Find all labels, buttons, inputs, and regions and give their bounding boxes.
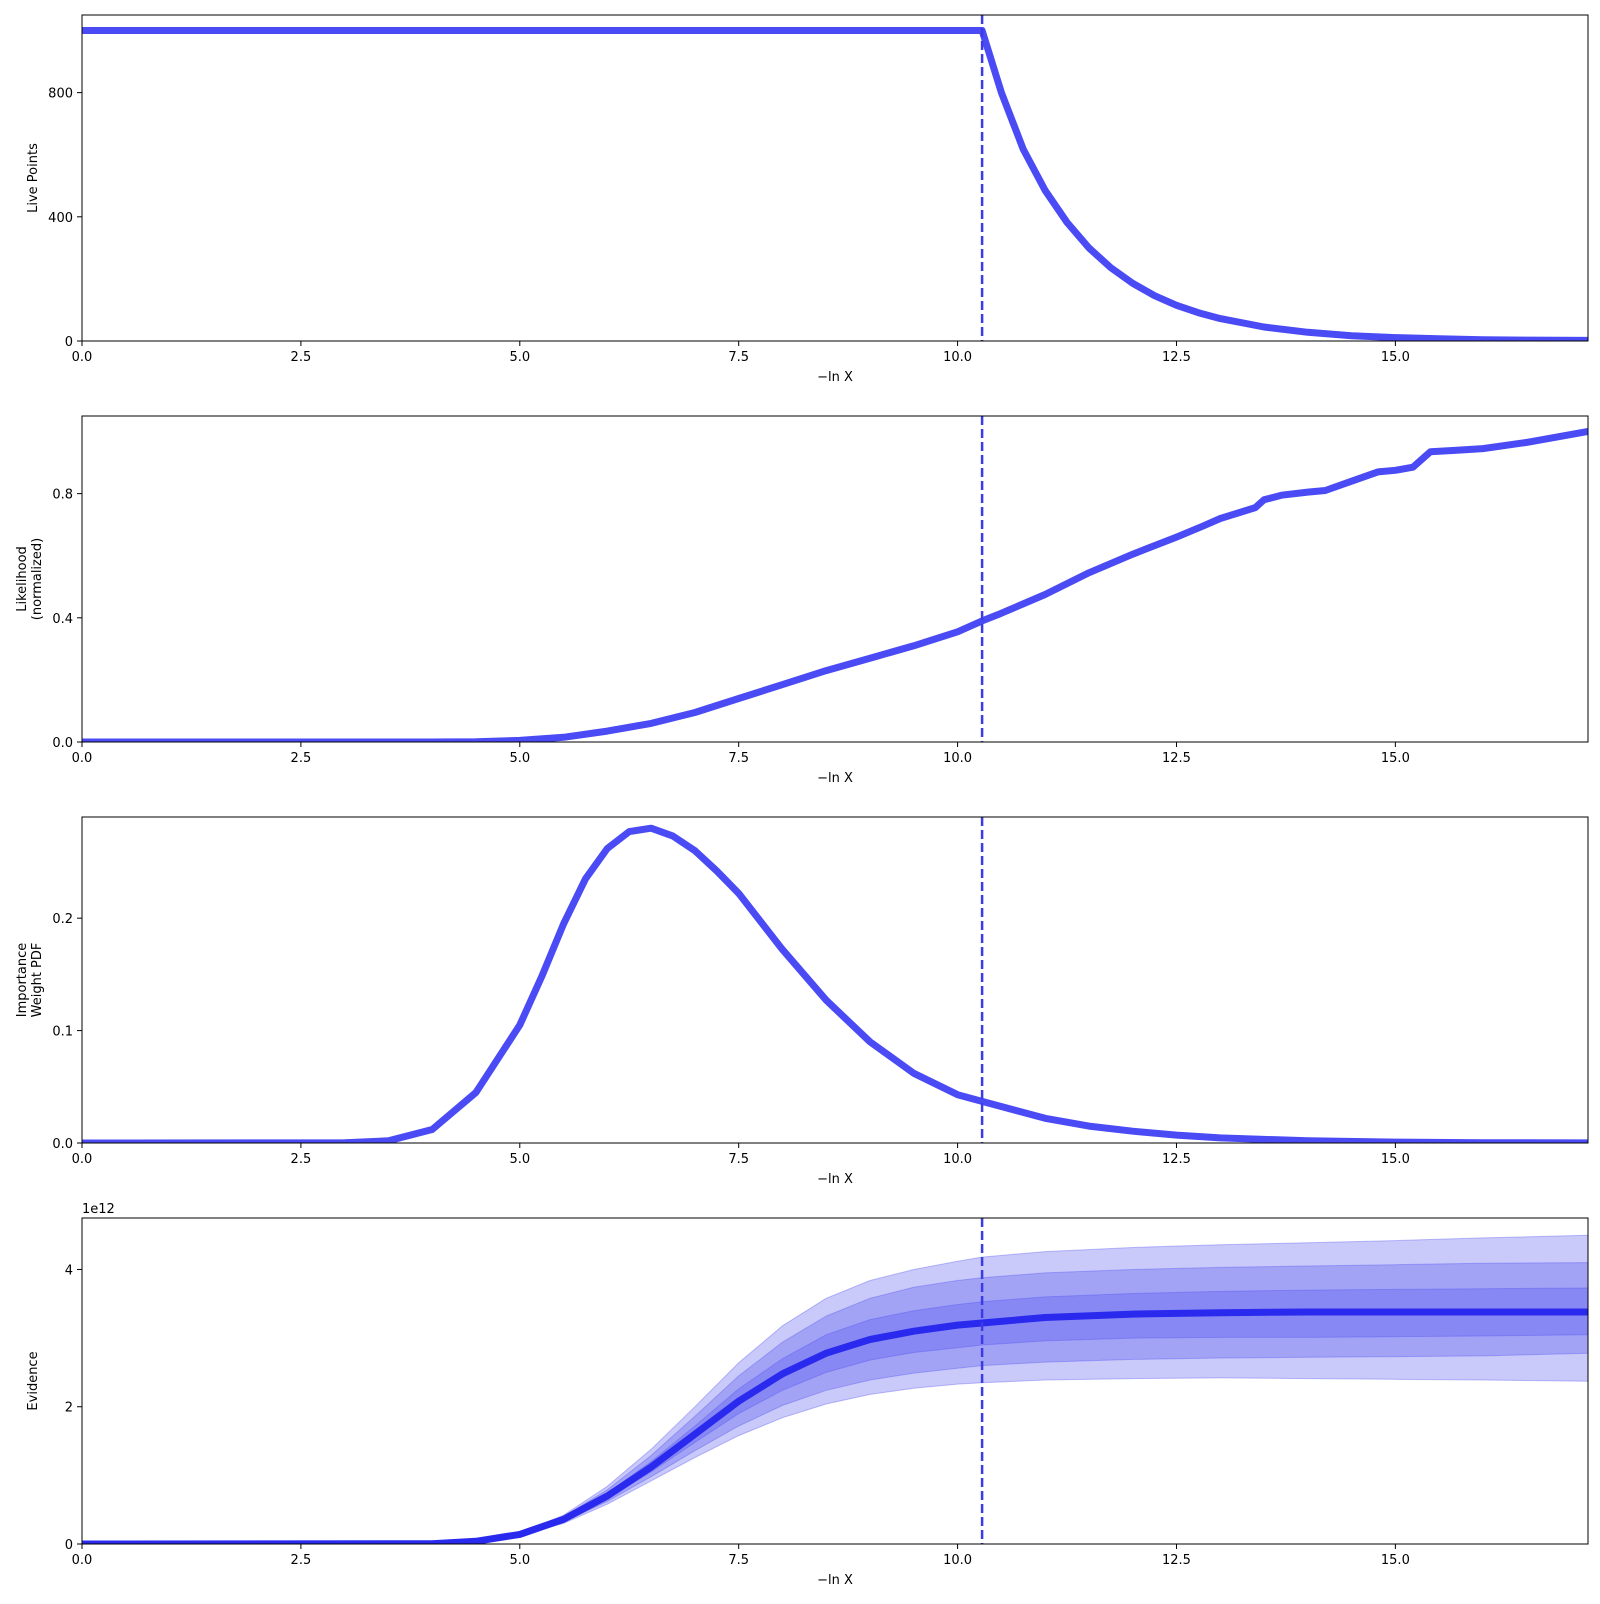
axes-frame [81,1217,1589,1545]
y-axis-label: Likelihood [15,546,30,612]
y-axis-label: (normalized) [30,538,45,620]
panel-1: 0.0 2.5 5.0 7.5 10.0 12.5 15.0 0 400 800 −ln X Live… [26,14,1589,385]
y-tick-label: 0.0 [52,736,73,751]
x-tick-label: 12.5 [1162,350,1191,365]
x-tick-label: 2.5 [291,751,312,766]
x-tick-label: 15.0 [1381,1152,1410,1167]
x-tick-label: 7.5 [728,350,749,365]
x-tick-label: 0.0 [72,350,93,365]
y-axis-label: Live Points [26,143,41,213]
plot-area [82,817,1588,1143]
x-tick-label: 5.0 [509,1152,530,1167]
x-tick-label: 0.0 [72,1152,93,1167]
x-tick-label: 15.0 [1381,751,1410,766]
x-tick-label: 0.0 [72,1553,93,1568]
panel-2: 0.0 2.5 5.0 7.5 10.0 12.5 15.0 0.0 0.4 0.8 −ln X Li… [15,415,1589,786]
x-tick-label: 0.0 [72,751,93,766]
y-tick-label: 0.4 [52,612,73,627]
x-tick-label: 2.5 [291,350,312,365]
y-offset-label: 1e12 [82,1202,115,1217]
x-tick-label: 2.5 [291,1152,312,1167]
y-tick-label: 0.2 [52,912,73,927]
series-line-1 [82,27,1588,341]
x-tick-label: 15.0 [1381,1553,1410,1568]
axes-frame [81,415,1589,743]
evidence-band-2 [82,1262,1588,1544]
x-tick-label: 2.5 [291,1553,312,1568]
x-axis-label: −ln X [817,771,853,786]
panel-3: 0.0 2.5 5.0 7.5 10.0 12.5 15.0 0.0 0.1 0.2 −ln X Im… [15,816,1589,1187]
y-axis-label: Importance [15,943,30,1018]
y-axis-label: Weight PDF [30,943,45,1018]
x-tick-label: 5.0 [509,350,530,365]
x-tick-label: 10.0 [943,350,972,365]
y-tick-label: 4 [65,1263,73,1278]
x-tick-label: 7.5 [728,751,749,766]
y-tick-label: 0 [65,335,73,350]
y-tick-label: 0.0 [52,1137,73,1152]
x-tick-label: 7.5 [728,1553,749,1568]
x-tick-label: 15.0 [1381,350,1410,365]
y-tick-label: 0.8 [52,488,73,503]
y-tick-label: 400 [48,211,73,226]
y-axis-label: Evidence [26,1351,41,1410]
panel-4: 0.0 2.5 5.0 7.5 10.0 12.5 15.0 0 2 4 −ln X Evidence… [26,1202,1589,1588]
series-line-1 [82,824,1588,1143]
x-axis-label: −ln X [817,370,853,385]
x-tick-label: 12.5 [1162,1553,1191,1568]
x-tick-label: 7.5 [728,1152,749,1167]
y-tick-label: 0 [65,1538,73,1553]
x-tick-label: 12.5 [1162,1152,1191,1167]
x-axis-label: −ln X [817,1172,853,1187]
x-tick-label: 12.5 [1162,751,1191,766]
y-tick-label: 0.1 [52,1025,73,1040]
x-tick-label: 5.0 [509,751,530,766]
plot-area [82,15,1588,341]
series-line-1 [82,428,1588,742]
x-axis-label: −ln X [817,1573,853,1588]
evidence-median-line [82,1308,1588,1544]
x-tick-label: 5.0 [509,1553,530,1568]
axes-frame [81,14,1589,342]
plot-area [82,1218,1588,1544]
axes-frame [81,816,1589,1144]
y-tick-label: 2 [65,1401,73,1416]
x-tick-label: 10.0 [943,1553,972,1568]
plot-area [82,416,1588,742]
y-tick-label: 800 [48,87,73,102]
x-tick-label: 10.0 [943,1152,972,1167]
x-tick-label: 10.0 [943,751,972,766]
